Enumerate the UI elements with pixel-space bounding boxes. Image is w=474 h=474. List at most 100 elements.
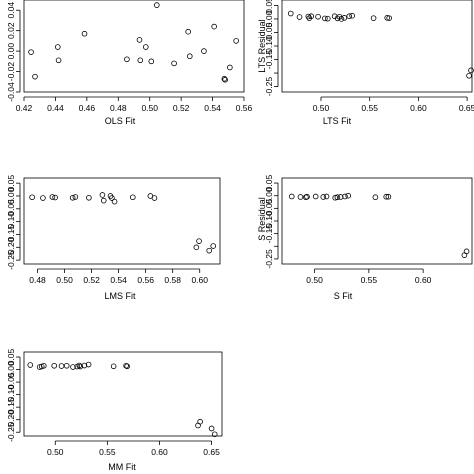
data-point-ols [55,57,62,64]
data-point-s [312,193,319,200]
y-tick-label-lms: 0.00 [6,187,16,204]
x-tick-label-ols: 0.50 [141,103,158,113]
data-point-s [334,194,341,201]
y-tick-label-s: -0.10 [264,211,274,231]
y-tick-label-ols: 0.00 [6,43,16,60]
x-tick-label-lms: 0.54 [110,275,127,285]
y-tick-label-mm: -0.05 [6,372,16,392]
plot-frame-ols [23,0,245,93]
y-tick-label-s: -0.15 [264,224,274,244]
data-point-ols [233,38,239,44]
x-tick-label-lts: 0.60 [410,103,427,113]
data-point-ols [81,30,88,37]
data-point-mm [51,362,58,369]
data-point-lms [109,195,115,201]
x-tick-label-ols: 0.54 [204,103,221,113]
x-tick-label-s: 0.50 [306,275,323,285]
data-point-lms [99,192,106,198]
x-tick-label-ols: 0.52 [173,103,190,113]
panel-mm: MM Fit 0.50 0.55 0.60 0.650.050.00-0.05-0.1… [6,348,223,472]
data-point-mm [58,363,65,369]
data-point-mm [76,362,83,369]
data-point-lms [86,194,92,201]
x-tick-label-mm: 0.65 [203,447,220,457]
data-point-s [385,193,392,200]
y-tick-label-s: -0.25 [264,249,274,269]
x-tick-label-lts: 0.65 [459,103,474,113]
y-tick-label-lts: -0.25 [264,77,274,97]
data-point-s [332,194,339,201]
data-point-mm [40,362,47,369]
y-tick-label-lms: 0.05 [6,175,16,192]
plot-frame-s [281,177,473,265]
y-tick-label-lts: 0.05 [264,0,274,14]
data-point-ols [54,44,61,50]
y-tick-label-lms: -0.15 [6,225,16,245]
data-point-lms [130,194,136,201]
data-point-ols [142,44,149,50]
panel-ols: OLS Fit 0.42 0.44 0.46 0.48 0.50 0.52 0.54 0.56… [6,0,253,126]
data-point-lms [49,194,56,200]
y-tick-label-lts: -0.15 [264,50,274,70]
y-tick-label-lts: -0.05 [264,23,274,43]
x-tick-label-lms: 0.50 [56,275,73,285]
data-point-s [304,193,310,200]
data-point-lms [69,194,76,201]
data-point-lms [151,195,158,201]
x-tick-label-ols: 0.44 [47,103,64,113]
y-tick-label-s: 0.05 [264,175,274,192]
data-point-ols [124,56,130,63]
y-tick-label-lms: -0.25 [6,250,16,270]
data-point-lms [40,195,46,201]
data-point-s [337,194,344,200]
data-point-lts [341,15,348,21]
data-point-lts [468,67,474,74]
data-point-lms [196,238,202,244]
y-axis-title-s: S Residual [257,197,267,241]
y-axis-title-lts: LTS Residual [257,19,267,72]
data-point-s [372,194,379,201]
data-point-ols [186,53,193,60]
x-tick-label-lts: 0.50 [313,103,330,113]
x-axis-title-ols: OLS Fit [105,116,136,126]
x-axis-title-lms: LMS Fit [104,291,136,301]
y-tick-label-lts: -0.10 [264,36,274,56]
data-point-ols [171,60,177,67]
x-tick-label-lts: 0.55 [361,103,378,113]
data-point-lts [287,10,294,17]
y-tick-label-mm: 0.00 [6,361,16,378]
data-point-s [320,194,327,200]
x-tick-label-s: 0.55 [361,275,378,285]
data-point-s [463,248,470,255]
data-point-s [383,193,390,200]
x-tick-label-ols: 0.46 [79,103,96,113]
data-point-ols [227,64,233,71]
data-point-ols [32,73,38,80]
data-point-lms [206,247,212,254]
data-point-s [345,192,352,199]
data-point-ols [211,23,217,30]
data-point-lts [370,15,377,21]
x-tick-label-s: 0.60 [415,275,432,285]
y-tick-label-lts: 0.00 [264,10,274,27]
x-tick-label-lms: 0.58 [164,275,181,285]
data-point-lts [349,12,355,19]
data-point-ols [153,2,160,8]
data-point-s [297,194,304,200]
data-point-lms [29,194,35,201]
x-tick-label-ols: 0.42 [16,103,33,113]
x-tick-label-ols: 0.48 [110,103,127,113]
data-point-lts [296,14,303,20]
plot-frame-mm [23,351,223,437]
y-tick-label-mm: -0.25 [6,422,16,442]
panel-s: S Fit S Residual 0.50 0.55 0.600.050.00-0.… [257,175,473,301]
data-point-ols [137,57,144,64]
x-axis-title-s: S Fit [334,291,353,301]
data-point-lts [315,13,321,20]
y-tick-label-lms: -0.10 [6,212,16,232]
y-tick-label-mm: -0.20 [6,410,16,430]
x-axis-title-lts: LTS Fit [323,116,352,126]
y-tick-label-ols: -0.04 [6,82,16,102]
data-point-s [288,193,295,200]
data-point-mm [211,431,218,438]
